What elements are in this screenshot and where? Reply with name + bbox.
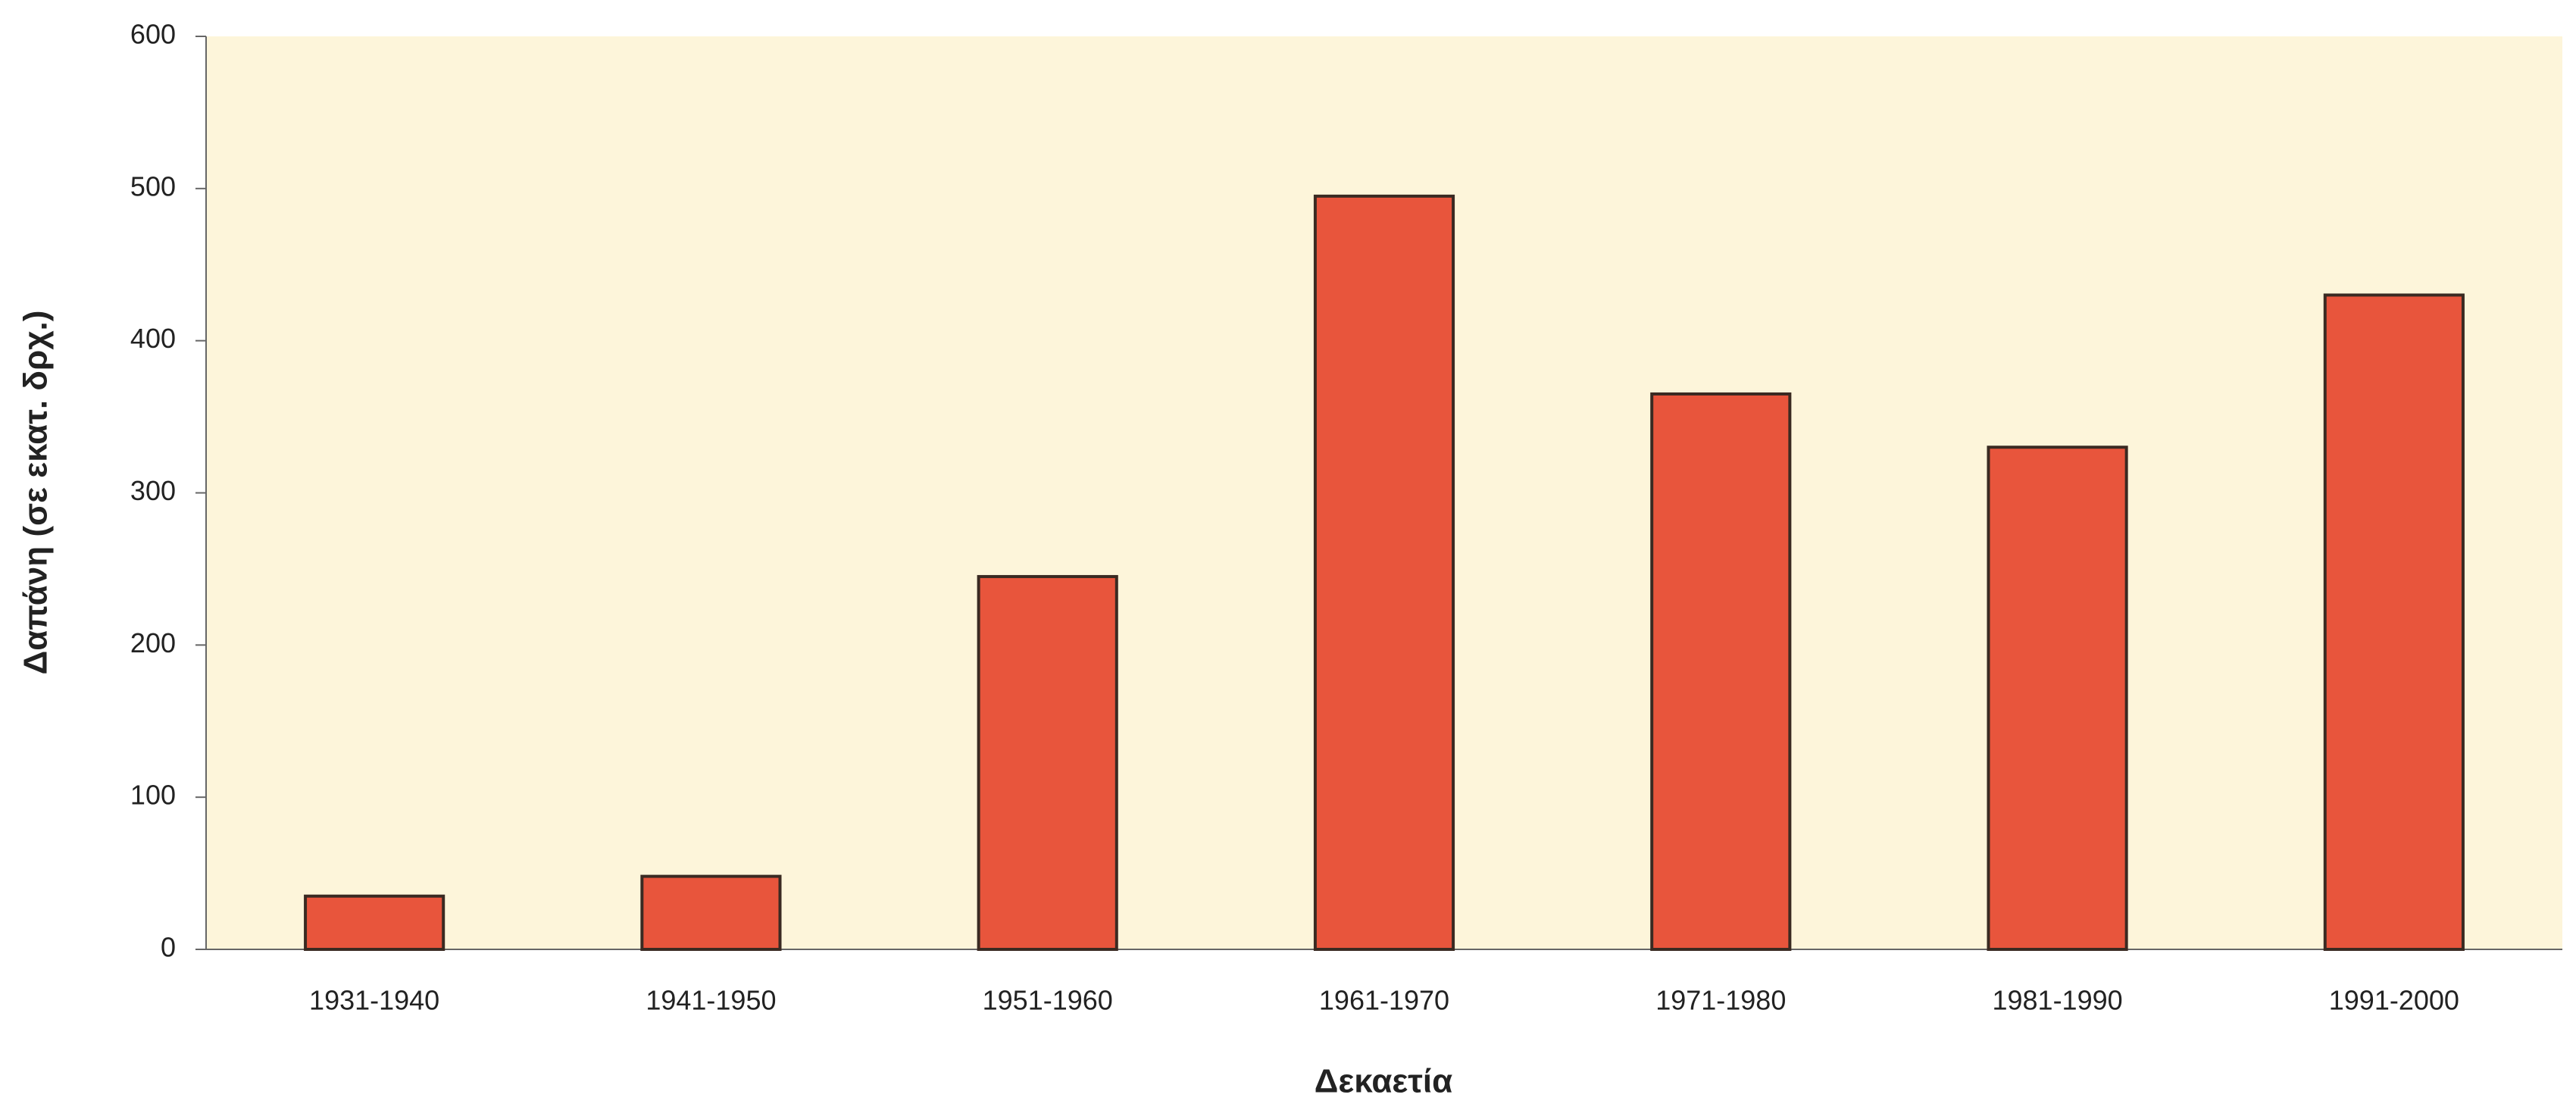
x-tick-label: 1951-1960: [983, 985, 1113, 1016]
y-tick-label: 400: [130, 323, 176, 354]
y-tick-label: 100: [130, 780, 176, 811]
bar: [304, 894, 445, 952]
x-tick-label: 1971-1980: [1655, 985, 1786, 1016]
bar: [1987, 446, 2128, 951]
x-tick-label: 1981-1990: [1992, 985, 2122, 1016]
x-tick-label: 1931-1940: [309, 985, 439, 1016]
bar: [640, 874, 782, 951]
y-axis-title: Δαπάνη (σε εκατ. δρχ.): [17, 311, 55, 675]
x-tick-label: 1991-2000: [2329, 985, 2459, 1016]
x-axis-title: Δεκαετία: [1315, 1063, 1452, 1100]
bar: [1313, 194, 1455, 951]
y-tick-label: 300: [130, 475, 176, 506]
x-tick-label: 1961-1970: [1319, 985, 1449, 1016]
y-tick-label: 200: [130, 627, 176, 658]
bar: [2323, 293, 2465, 951]
y-tick-label: 0: [161, 932, 176, 963]
bar: [1650, 392, 1792, 951]
y-tick-label: 500: [130, 170, 176, 202]
bar: [977, 574, 1118, 951]
x-tick-label: 1941-1950: [646, 985, 776, 1016]
y-tick-label: 600: [130, 19, 176, 50]
